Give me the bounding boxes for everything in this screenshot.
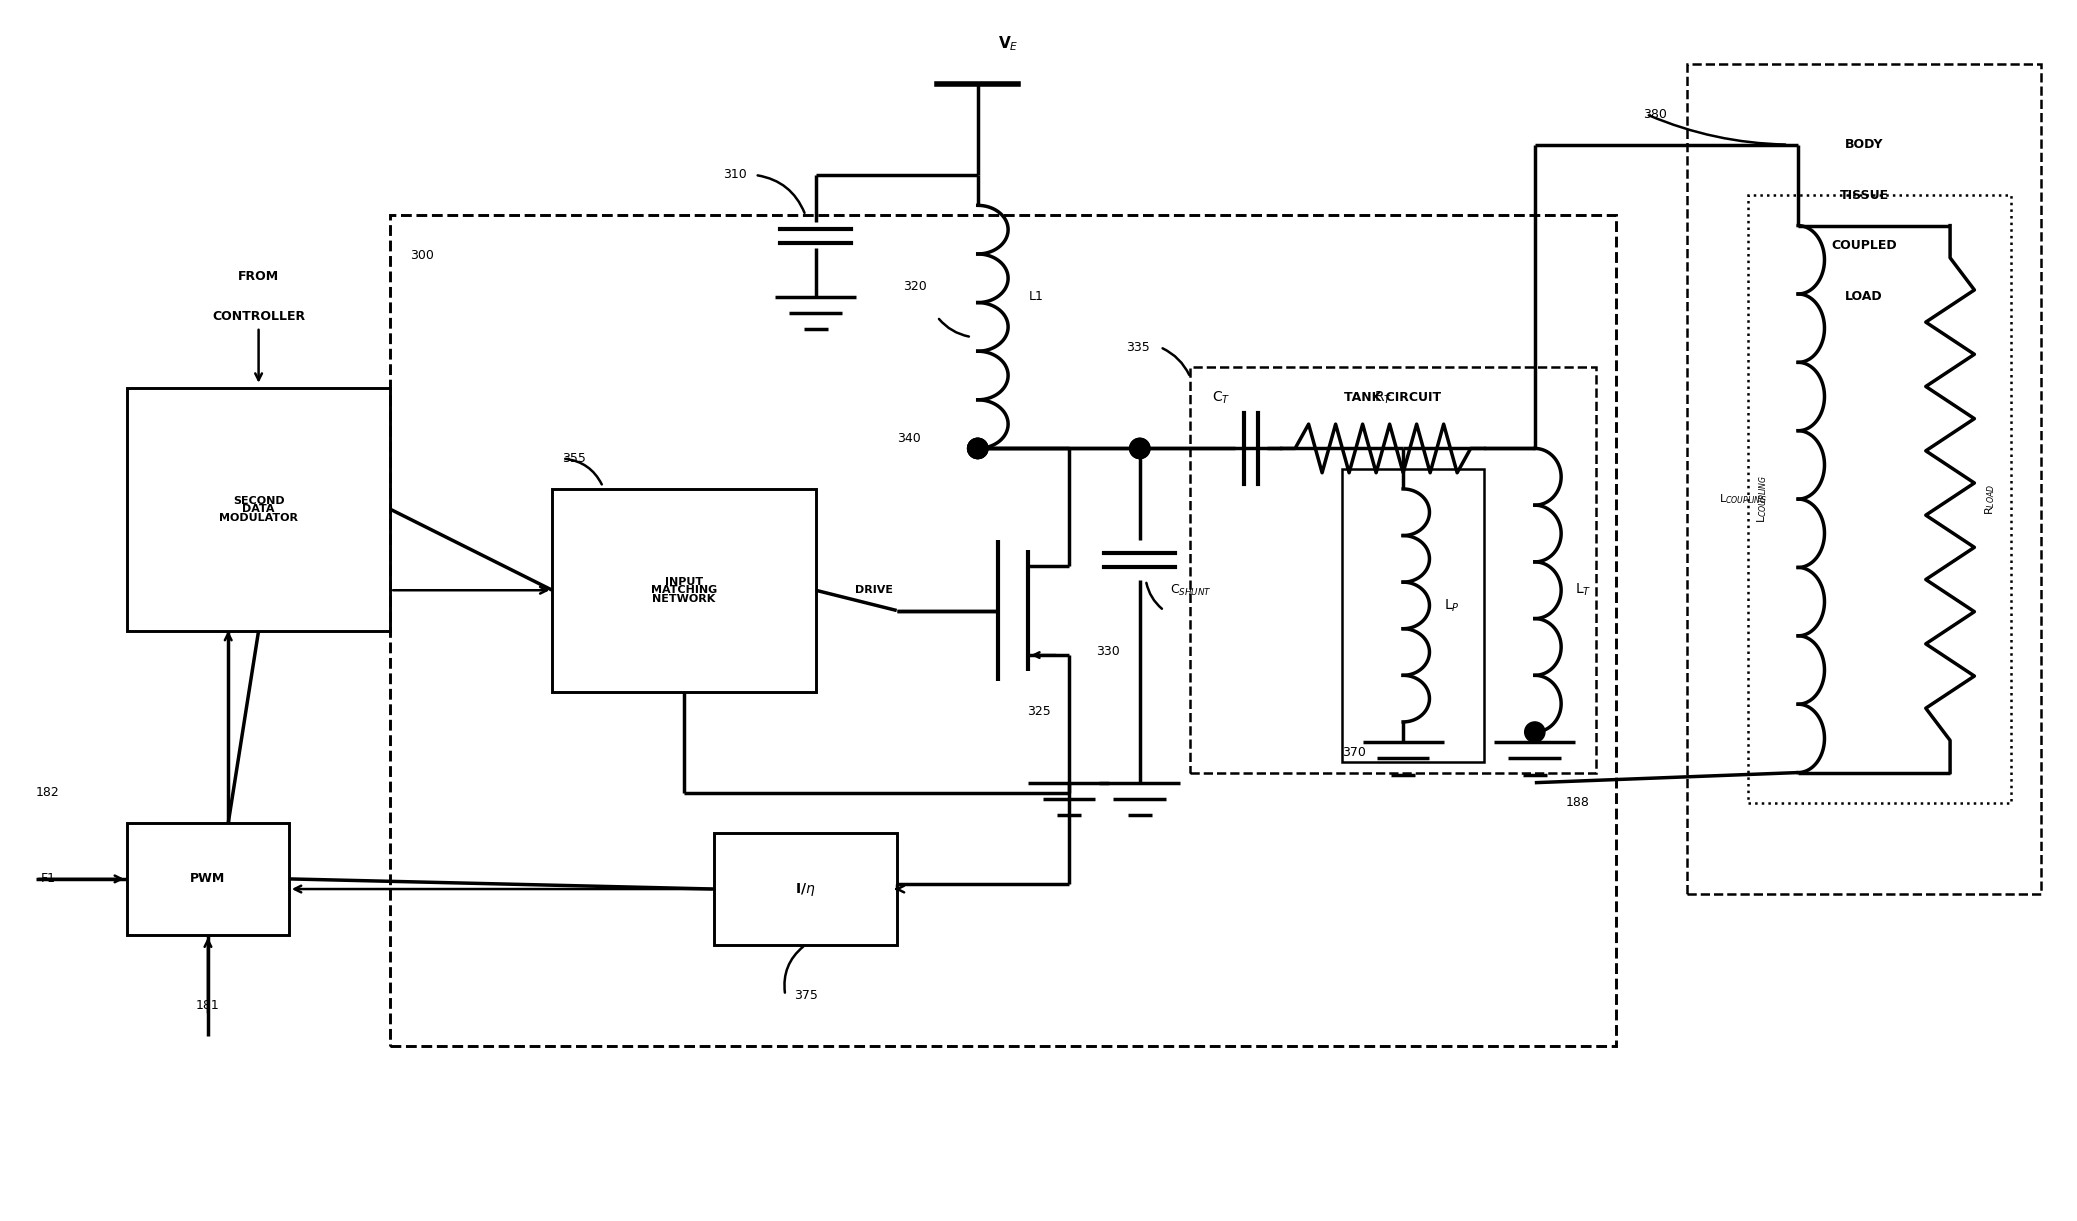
Bar: [127, 823, 289, 934]
Text: L$_T$: L$_T$: [1574, 582, 1591, 598]
Text: 335: 335: [1126, 341, 1151, 354]
Text: 355: 355: [563, 452, 586, 465]
Text: V$_E$: V$_E$: [997, 34, 1018, 53]
Text: 310: 310: [723, 168, 746, 182]
Circle shape: [1525, 722, 1545, 742]
Text: F1: F1: [42, 873, 56, 885]
Bar: [1190, 368, 1595, 773]
Circle shape: [968, 438, 989, 459]
Text: CONTROLLER: CONTROLLER: [212, 310, 305, 324]
Text: 370: 370: [1342, 746, 1367, 758]
Text: PWM: PWM: [191, 873, 226, 885]
Text: 181: 181: [195, 999, 220, 1012]
Bar: [552, 488, 816, 691]
Bar: [1747, 195, 2011, 803]
Text: 340: 340: [897, 432, 920, 444]
Bar: [714, 833, 897, 945]
Circle shape: [968, 438, 989, 459]
Text: 300: 300: [411, 249, 434, 263]
Bar: [390, 215, 1616, 1046]
Text: 380: 380: [1643, 107, 1666, 121]
Text: L$_P$: L$_P$: [1444, 597, 1460, 614]
Text: MODULATOR: MODULATOR: [218, 513, 299, 523]
Text: TISSUE: TISSUE: [1840, 189, 1888, 201]
Text: NETWORK: NETWORK: [652, 593, 717, 604]
Circle shape: [1130, 438, 1151, 459]
Text: BODY: BODY: [1844, 138, 1884, 151]
Circle shape: [968, 438, 989, 459]
Bar: [1687, 63, 2042, 894]
Text: 375: 375: [793, 989, 818, 1002]
Text: FROM: FROM: [239, 270, 278, 283]
Text: COUPLED: COUPLED: [1832, 239, 1896, 253]
Text: 320: 320: [903, 280, 926, 293]
Text: R$_{LOAD}$: R$_{LOAD}$: [1984, 484, 1998, 515]
Text: TANK CIRCUIT: TANK CIRCUIT: [1344, 391, 1441, 404]
Text: 325: 325: [1026, 706, 1051, 718]
Bar: [127, 388, 390, 631]
Text: SECOND: SECOND: [233, 496, 285, 505]
Text: DATA: DATA: [243, 504, 274, 514]
Text: R$_T$: R$_T$: [1373, 389, 1392, 407]
Text: I/$\eta$: I/$\eta$: [795, 880, 816, 897]
Text: INPUT: INPUT: [665, 576, 702, 586]
Text: DRIVE: DRIVE: [854, 585, 893, 596]
Text: L$_{COUPLING}$: L$_{COUPLING}$: [1720, 492, 1768, 505]
Text: L1: L1: [1028, 291, 1043, 303]
Text: C$_{SHUNT}$: C$_{SHUNT}$: [1169, 582, 1213, 598]
Bar: [1342, 469, 1485, 762]
Text: L$_{COUPLING}$: L$_{COUPLING}$: [1755, 475, 1770, 524]
Text: MATCHING: MATCHING: [650, 585, 717, 596]
Text: 182: 182: [35, 786, 60, 800]
Text: C$_T$: C$_T$: [1211, 389, 1230, 407]
Circle shape: [1130, 438, 1151, 459]
Text: 330: 330: [1097, 645, 1120, 658]
Text: 188: 188: [1566, 796, 1589, 810]
Text: LOAD: LOAD: [1844, 291, 1884, 303]
